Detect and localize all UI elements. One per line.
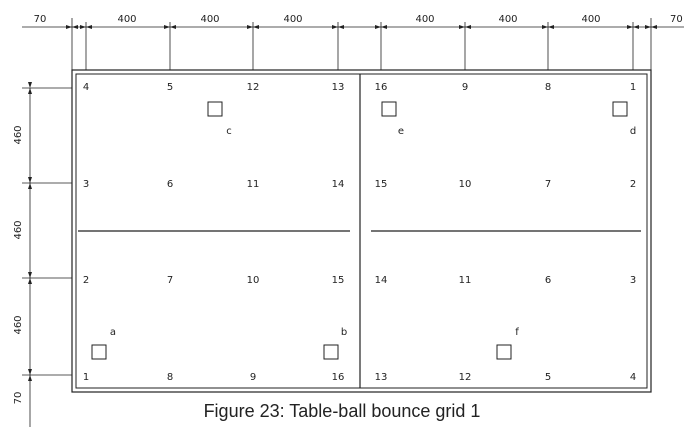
- caption: Figure 23: Table-ball bounce grid 1: [204, 401, 481, 421]
- arrowhead: [627, 25, 633, 29]
- cell-number: 3: [630, 275, 636, 286]
- cell-number: 7: [545, 179, 551, 190]
- cell-number: 8: [167, 372, 173, 383]
- marker-label: b: [341, 327, 347, 338]
- cell-number: 5: [167, 82, 173, 93]
- arrowhead: [66, 25, 72, 29]
- dimension-label: 400: [415, 14, 434, 25]
- dimension-label: 400: [117, 14, 136, 25]
- cell-number: 1: [630, 82, 636, 93]
- arrowhead: [72, 25, 78, 29]
- dimension-label: 460: [13, 315, 24, 334]
- cell-number: 14: [375, 275, 388, 286]
- extension-lines: [22, 87, 72, 376]
- arrowhead: [28, 88, 32, 94]
- cell-number: 15: [332, 275, 345, 286]
- arrowhead: [459, 25, 465, 29]
- marker-square: [612, 101, 628, 117]
- dimension-label: 400: [200, 14, 219, 25]
- marker-label: c: [226, 126, 232, 137]
- marker-square: [91, 344, 107, 360]
- cell-number: 9: [462, 82, 468, 93]
- cell-number: 6: [167, 179, 173, 190]
- arrowhead: [86, 25, 92, 29]
- cell-number: 13: [332, 82, 345, 93]
- cell-number: 4: [83, 82, 89, 93]
- cell-number: 14: [332, 179, 345, 190]
- arrowhead: [542, 25, 548, 29]
- cell-number: 12: [459, 372, 472, 383]
- marker-label: f: [515, 327, 519, 338]
- arrowhead: [28, 369, 32, 375]
- marker-square: [496, 344, 512, 360]
- cell-number: 11: [459, 275, 472, 286]
- arrowhead: [332, 25, 338, 29]
- cell-number: 6: [545, 275, 551, 286]
- cell-number: 2: [83, 275, 89, 286]
- arrowhead: [28, 177, 32, 183]
- arrowhead: [247, 25, 253, 29]
- table-inner: [75, 73, 648, 389]
- cell-number: 10: [459, 179, 472, 190]
- marker-label: e: [398, 126, 404, 137]
- marker-square: [207, 101, 223, 117]
- cell-number: 3: [83, 179, 89, 190]
- cell-number: 16: [332, 372, 345, 383]
- arrowhead: [164, 25, 170, 29]
- arrowhead: [28, 82, 32, 88]
- dimension-label: 400: [581, 14, 600, 25]
- arrowhead: [170, 25, 176, 29]
- cell-number: 16: [375, 82, 388, 93]
- cell-number: 10: [247, 275, 260, 286]
- marker-square: [381, 101, 397, 117]
- marker-label: d: [630, 126, 636, 137]
- cell-number: 1: [83, 372, 89, 383]
- cell-number: 7: [167, 275, 173, 286]
- marker-square: [323, 344, 339, 360]
- cell-number: 8: [545, 82, 551, 93]
- dimension-label: 70: [670, 14, 683, 25]
- dimension-label: 400: [498, 14, 517, 25]
- arrowhead: [28, 183, 32, 189]
- cell-number: 15: [375, 179, 388, 190]
- arrowhead: [633, 25, 639, 29]
- arrowhead: [645, 25, 651, 29]
- dimension-label: 70: [13, 392, 24, 405]
- arrowhead: [28, 278, 32, 284]
- arrowhead: [375, 25, 381, 29]
- dimension-label: 70: [34, 14, 47, 25]
- arrowhead: [651, 25, 657, 29]
- arrowhead: [548, 25, 554, 29]
- arrowhead: [28, 272, 32, 278]
- arrowhead: [80, 25, 86, 29]
- dimension-label: 460: [13, 220, 24, 239]
- cell-number: 9: [250, 372, 256, 383]
- cell-number: 12: [247, 82, 260, 93]
- marker-label: a: [110, 327, 116, 338]
- dimension-label: 400: [283, 14, 302, 25]
- cell-number: 4: [630, 372, 636, 383]
- arrowhead: [465, 25, 471, 29]
- arrowhead: [338, 25, 344, 29]
- table-outer: [71, 69, 652, 393]
- arrowhead: [253, 25, 259, 29]
- dimension-label: 460: [13, 125, 24, 144]
- cell-number: 11: [247, 179, 260, 190]
- cell-number: 13: [375, 372, 388, 383]
- arrowhead: [381, 25, 387, 29]
- cell-number: 5: [545, 372, 551, 383]
- extension-lines: [71, 18, 652, 70]
- arrowhead: [28, 375, 32, 381]
- cell-number: 2: [630, 179, 636, 190]
